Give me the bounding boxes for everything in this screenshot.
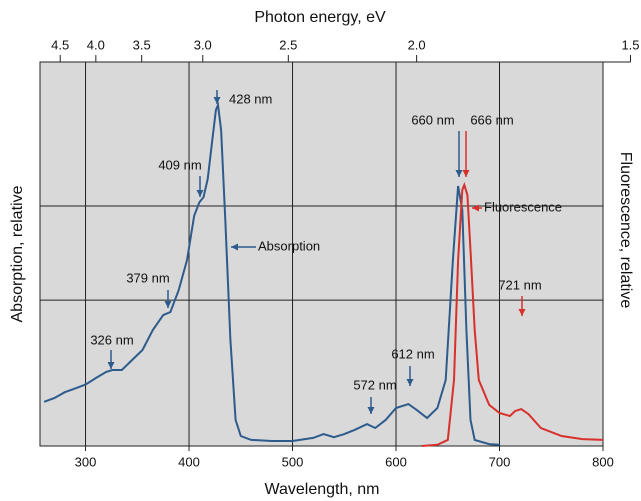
x2-tick-label: 2.0 <box>408 37 426 52</box>
x2-tick-label: 4.0 <box>87 37 105 52</box>
series-label: Fluorescence <box>484 199 562 214</box>
x2-tick-label: 4.5 <box>51 37 69 52</box>
x-tick-label: 400 <box>178 454 200 469</box>
plot-background <box>40 62 603 446</box>
arrow-head <box>406 379 414 386</box>
y-axis-label: Absorption, relative <box>9 185 26 322</box>
annotation: 666 nm <box>470 112 513 127</box>
arrow-head <box>231 243 238 251</box>
series-label: Absorption <box>258 238 320 253</box>
arrow-head <box>518 309 526 316</box>
x-tick-label: 500 <box>282 454 304 469</box>
annotation: 379 nm <box>126 270 169 285</box>
arrow-head <box>196 190 204 197</box>
x-tick-label: 600 <box>385 454 407 469</box>
annotation: 572 nm <box>353 377 396 392</box>
plot-frame <box>39 61 604 447</box>
x2-tick-label: 1.5 <box>621 37 639 52</box>
x-axis-label: Wavelength, nm <box>264 481 379 498</box>
annotation: 428 nm <box>229 91 272 106</box>
arrow-head <box>213 97 221 104</box>
annotation: 660 nm <box>411 112 454 127</box>
arrow-head <box>462 170 470 177</box>
annotation: 409 nm <box>158 157 201 172</box>
annotation: 612 nm <box>391 346 434 361</box>
arrow-head <box>164 301 172 308</box>
annotation: 326 nm <box>90 332 133 347</box>
arrow-head <box>472 204 479 212</box>
y2-axis-label: Fluorescence, relative <box>617 152 634 309</box>
series-line <box>421 181 604 447</box>
series-line <box>43 101 500 446</box>
annotation: 721 nm <box>498 277 541 292</box>
x2-tick-label: 3.0 <box>194 37 212 52</box>
x-tick-label: 700 <box>489 454 511 469</box>
arrow-head <box>107 362 115 369</box>
chart-title: Photon energy, eV <box>254 9 386 26</box>
x-tick-label: 800 <box>592 454 614 469</box>
arrow-head <box>367 407 375 414</box>
x2-tick-label: 3.5 <box>133 37 151 52</box>
x2-tick-label: 2.5 <box>279 37 297 52</box>
arrow-head <box>455 170 463 177</box>
x-tick-label: 300 <box>75 454 97 469</box>
